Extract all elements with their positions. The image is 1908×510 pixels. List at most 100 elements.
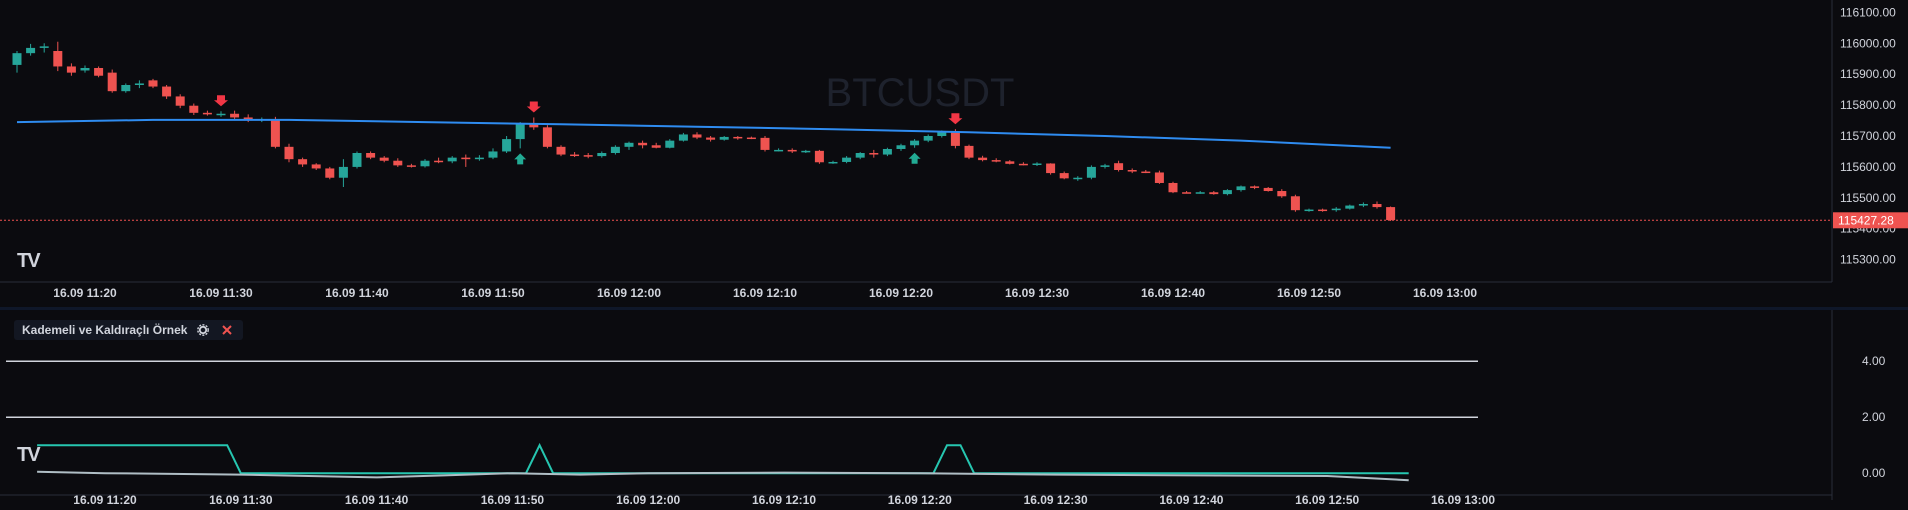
time-tick-label: 16.09 11:30 — [189, 286, 253, 300]
candle-body — [706, 137, 716, 140]
indicator-legend[interactable]: Kademeli ve Kaldıraçlı Örnek — [14, 320, 244, 340]
price-tick-label: 115600.00 — [1840, 160, 1896, 174]
candle-body — [760, 137, 770, 150]
indicator-series-line — [37, 442, 1409, 475]
candle-body — [1290, 196, 1300, 211]
sell-signal-arrow — [526, 101, 541, 113]
candle-body — [298, 159, 308, 165]
candle-body — [910, 140, 920, 146]
indicator-series-group — [37, 442, 1409, 482]
price-tick-label: 116100.00 — [1840, 5, 1896, 19]
candle-body — [66, 66, 76, 73]
close-icon[interactable] — [219, 322, 235, 338]
indicator-time-tick-label: 16.09 11:40 — [345, 493, 409, 507]
candle-body — [638, 142, 648, 146]
time-axis: 16.09 11:20 16.09 11:30 16.09 11:40 16.09 1… — [0, 281, 1832, 300]
candle-body — [1345, 205, 1355, 209]
candle-body — [202, 112, 212, 115]
last-price-badge — [1833, 212, 1908, 229]
indicator-time-tick-label: 16.09 12:50 — [1295, 493, 1359, 507]
candle-body — [284, 146, 294, 160]
indicator-time-tick-label: 16.09 12:10 — [752, 493, 816, 507]
price-chart-pane[interactable]: BTCUSDT 116100.00 116000.00 115900.00 11580… — [0, 0, 1908, 305]
gear-icon[interactable] — [195, 322, 211, 338]
candle-body — [923, 136, 933, 141]
price-tick-label: 115500.00 — [1840, 191, 1896, 205]
candle-body — [474, 157, 484, 160]
candle-body — [325, 168, 335, 178]
price-tick-label: 115700.00 — [1840, 129, 1896, 143]
candle-body — [1141, 171, 1151, 174]
candle-body — [53, 51, 63, 67]
time-tick-label: 16.09 11:20 — [53, 286, 117, 300]
indicator-time-tick-label: 16.09 12:30 — [1024, 493, 1088, 507]
candle-body — [1386, 207, 1396, 221]
time-tick-label: 16.09 13:00 — [1413, 286, 1477, 300]
candle-body — [189, 105, 199, 113]
moving-average-group — [0, 118, 1832, 221]
candle-body — [529, 123, 539, 128]
indicator-axis[interactable]: 4.00 2.00 0.00 — [1831, 310, 1886, 500]
pane-divider[interactable] — [0, 307, 1908, 310]
candle-body — [1168, 182, 1178, 193]
tradingview-logo-2[interactable]: TV — [17, 444, 41, 466]
candle-body — [406, 165, 416, 167]
candle-body — [1250, 186, 1260, 188]
candle-body — [1100, 165, 1110, 167]
candle-body — [26, 47, 36, 54]
indicator-time-tick-label: 16.09 11:30 — [209, 493, 273, 507]
candle-body — [678, 134, 688, 141]
candle-body — [1304, 209, 1314, 212]
candle-body — [882, 148, 892, 155]
candle-body — [1277, 191, 1287, 197]
candle-body — [855, 153, 865, 158]
candle-body — [1182, 192, 1192, 194]
indicator-time-tick-label: 16.09 12:40 — [1159, 493, 1223, 507]
price-tick-label: 115800.00 — [1840, 98, 1896, 112]
buy-signal-arrow — [514, 153, 527, 165]
candle-body — [733, 136, 743, 139]
candle-body — [162, 86, 172, 97]
candle-body — [610, 146, 620, 153]
candle-body — [515, 123, 525, 140]
candle-body — [39, 46, 49, 48]
price-axis[interactable]: 116100.00 116000.00 115900.00 115800.00 1157… — [1831, 0, 1908, 305]
candle-body — [1032, 163, 1042, 166]
candle-body — [1263, 187, 1273, 192]
sell-signal-arrow — [214, 95, 228, 107]
candle-body — [991, 160, 1001, 162]
candle-body — [583, 155, 593, 157]
candle-body — [107, 72, 117, 92]
candle-body — [311, 164, 321, 169]
candle-body — [896, 145, 906, 149]
indicator-time-tick-label: 16.09 12:20 — [888, 493, 952, 507]
candle-body — [94, 68, 104, 76]
candle-body — [393, 160, 403, 166]
candle-body — [1222, 190, 1232, 195]
candle-body — [1195, 192, 1205, 194]
candle-body — [1073, 177, 1083, 180]
candle-body — [1209, 192, 1219, 195]
indicator-pane[interactable]: 4.002.000.00 16.09 11:20 16.09 11:30 16.09… — [0, 310, 1908, 510]
candle-body — [12, 53, 22, 65]
candle-body — [488, 151, 498, 158]
candle-body — [80, 68, 90, 71]
candle-body — [1358, 204, 1368, 206]
candle-body — [230, 113, 240, 118]
indicator-tick-label: 2.00 — [1862, 410, 1886, 424]
time-tick-label: 16.09 11:50 — [461, 286, 525, 300]
candle-body — [937, 132, 947, 136]
candle-body — [379, 157, 389, 161]
candle-body — [542, 127, 552, 147]
candle-body — [447, 157, 457, 162]
candle-body — [1236, 186, 1246, 191]
candle-body — [352, 153, 362, 167]
candle-body — [624, 142, 634, 147]
candle-body — [1046, 163, 1056, 174]
tradingview-logo[interactable]: TV — [17, 250, 41, 272]
candle-body — [175, 96, 185, 106]
candle-body — [1018, 163, 1028, 166]
price-tick-label: 115900.00 — [1840, 67, 1896, 81]
buy-signal-arrow — [908, 152, 921, 164]
